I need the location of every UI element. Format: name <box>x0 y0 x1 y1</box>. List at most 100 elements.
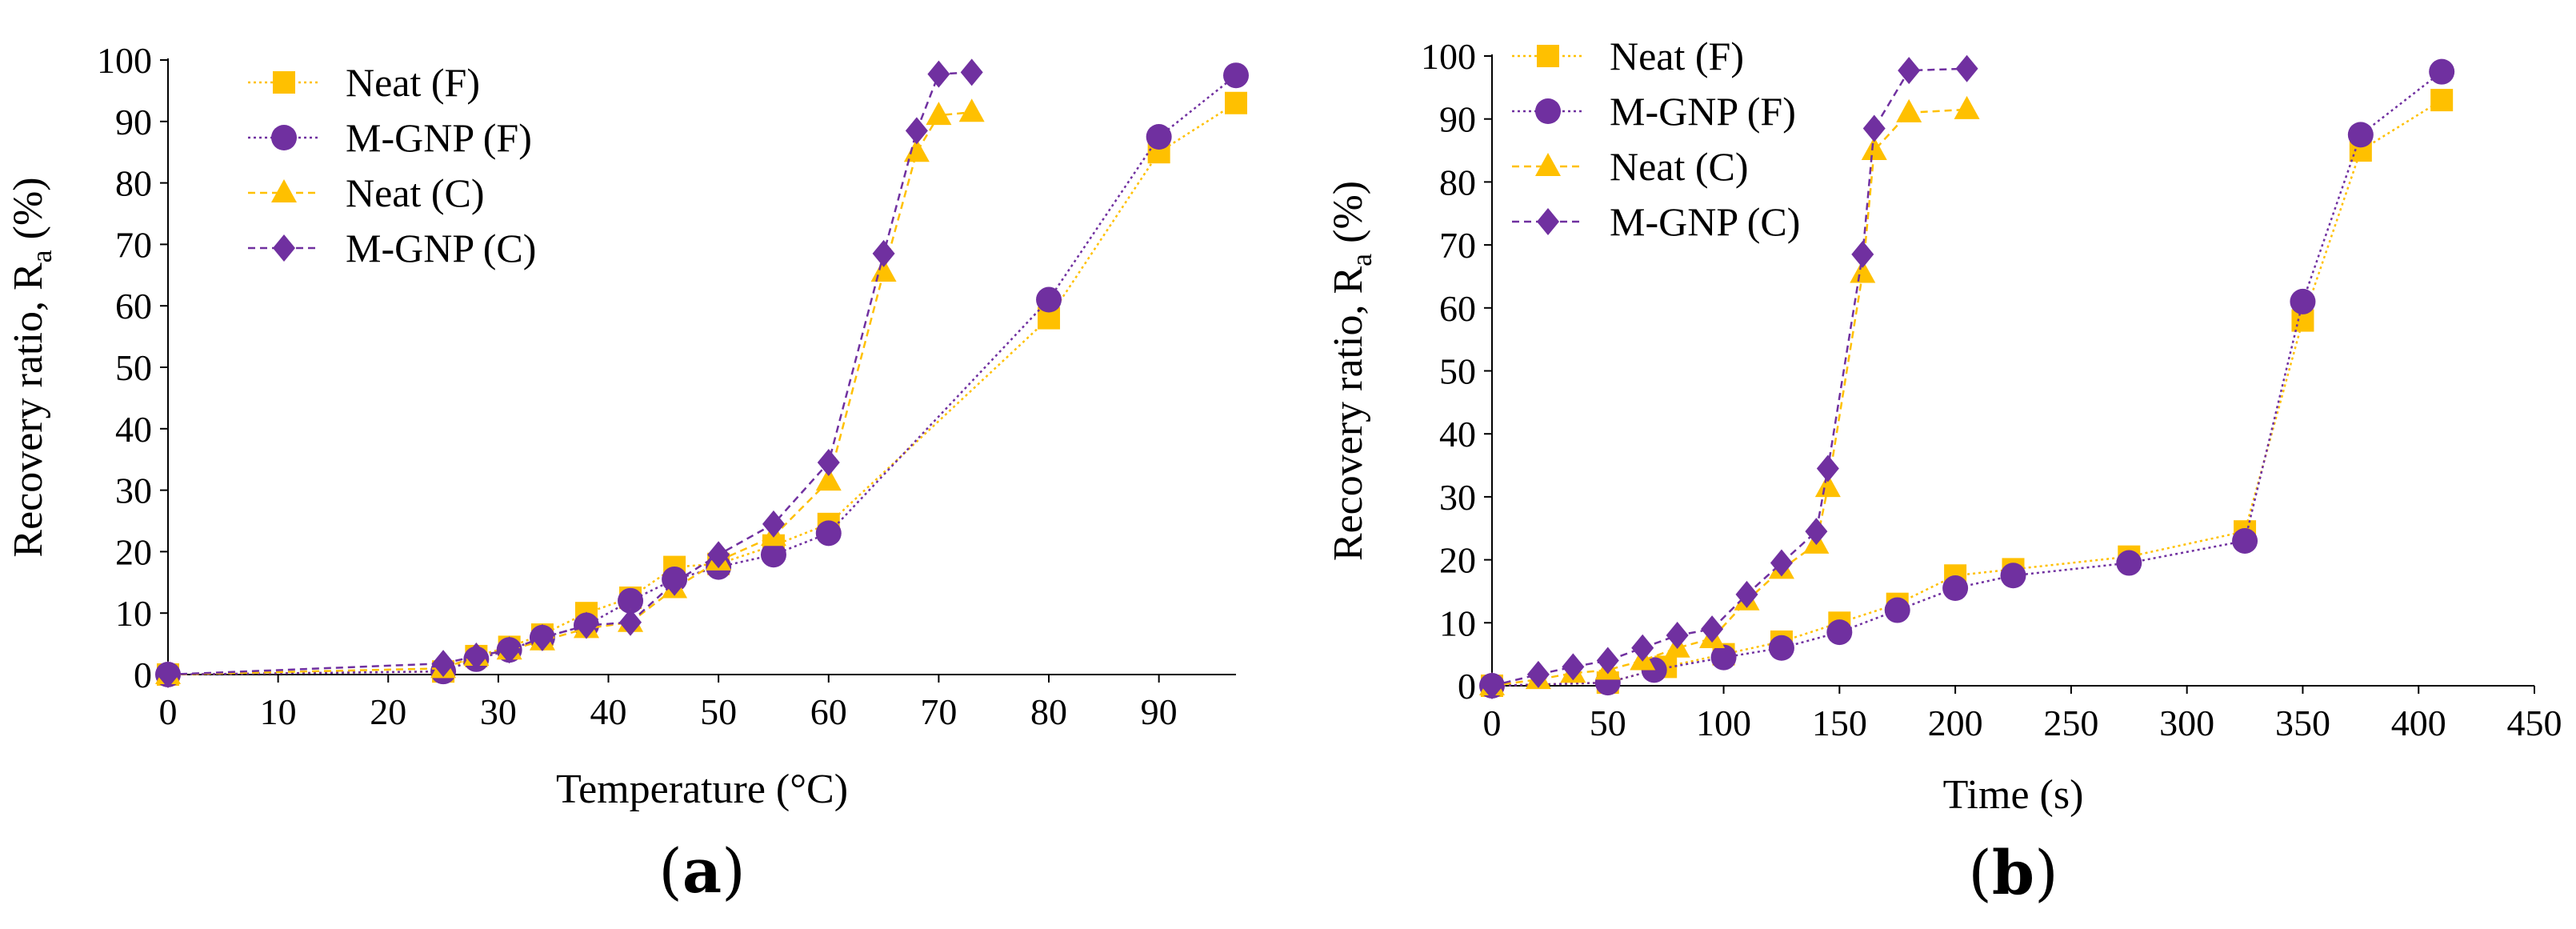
legend-label: M-GNP (F) <box>1610 89 1796 134</box>
data-point <box>1710 644 1737 671</box>
legend-item: M-GNP (C) <box>248 226 536 270</box>
data-point <box>1814 474 1841 498</box>
legend-item: Neat (C) <box>248 170 485 215</box>
series-neat-f <box>157 91 1247 686</box>
data-point <box>618 587 644 614</box>
data-point <box>1481 672 1503 699</box>
y-tick-label: 100 <box>97 40 152 81</box>
data-point <box>905 117 928 145</box>
x-tick-label: 20 <box>370 691 406 732</box>
legend-marker <box>1537 208 1559 235</box>
data-point <box>1805 518 1828 546</box>
y-axis-label: Recovery ratio, Ra (%) <box>1326 181 1378 561</box>
data-point <box>1146 124 1172 150</box>
y-tick-label: 80 <box>115 163 152 204</box>
legend-label: M-GNP (C) <box>1610 199 1800 244</box>
data-point <box>927 60 950 88</box>
legend-label: Neat (C) <box>346 170 485 215</box>
data-point <box>1898 57 1921 85</box>
data-point <box>574 611 598 639</box>
data-point <box>1526 660 1550 688</box>
y-axis-label: Recovery ratio, Ra (%) <box>6 177 58 557</box>
y-tick-label: 80 <box>1439 162 1476 202</box>
x-tick-label: 300 <box>2159 703 2214 743</box>
legend-item: Neat (C) <box>1512 144 1749 189</box>
x-tick-label: 30 <box>480 691 517 732</box>
legend-marker <box>1537 45 1559 67</box>
data-point <box>1884 597 1910 623</box>
x-tick-label: 0 <box>159 691 178 732</box>
data-point <box>1223 62 1249 89</box>
y-tick-label: 0 <box>134 655 152 695</box>
data-point <box>1770 549 1793 577</box>
legend-item: M-GNP (F) <box>248 115 532 160</box>
chart-panel-b: 0 50 100 150 200 250 300 350 400 450 0 10 20 30 40 50 60… <box>1326 34 2562 908</box>
legend-marker <box>1535 153 1561 176</box>
data-point <box>872 239 895 267</box>
legend-item: M-GNP (F) <box>1512 89 1796 134</box>
data-point <box>1942 575 1969 602</box>
legend-marker <box>273 234 295 262</box>
data-point <box>157 661 179 688</box>
data-point <box>760 542 786 568</box>
data-point <box>663 568 686 596</box>
data-point <box>2000 563 2026 589</box>
data-point <box>707 541 730 569</box>
y-tick-label: 40 <box>1439 414 1476 454</box>
data-point <box>1735 580 1758 608</box>
y-tick-label: 90 <box>115 102 152 142</box>
x-tick-label: 450 <box>2507 703 2562 743</box>
legend-label: Neat (F) <box>1610 34 1744 78</box>
y-tick-label: 50 <box>1439 351 1476 392</box>
x-tick-label: 60 <box>810 691 847 732</box>
data-point <box>762 510 785 538</box>
data-point <box>960 58 983 86</box>
series-m-gnp-c <box>1481 54 1978 699</box>
x-tick-label: 50 <box>1590 703 1626 743</box>
x-tick-label: 40 <box>590 691 627 732</box>
series-m-gnp-f <box>1479 58 2455 699</box>
series-line <box>167 71 972 676</box>
legend-label: M-GNP (C) <box>346 226 536 270</box>
data-point <box>1768 635 1794 661</box>
x-tick-label: 100 <box>1696 703 1751 743</box>
x-tick-label: 150 <box>1812 703 1867 743</box>
legend-marker <box>271 125 297 150</box>
y-tick-label: 30 <box>1439 477 1476 518</box>
y-tick-label: 60 <box>1439 288 1476 329</box>
y-tick-label: 20 <box>1439 540 1476 581</box>
data-point <box>817 449 840 477</box>
data-point <box>815 467 842 491</box>
legend-marker <box>1535 98 1561 124</box>
y-tick-label: 20 <box>115 531 152 572</box>
y-tick-label: 10 <box>1439 603 1476 643</box>
data-point <box>1225 91 1247 114</box>
legend-item: Neat (F) <box>1512 34 1744 78</box>
y-tick-label: 10 <box>115 593 152 634</box>
data-point <box>2232 527 2258 554</box>
legend-item: Neat (F) <box>248 60 480 105</box>
data-point <box>1896 98 1922 122</box>
data-point <box>432 650 455 678</box>
legend-item: M-GNP (C) <box>1512 199 1800 244</box>
panel-label: (b) <box>1968 837 2058 908</box>
legend-label: Neat (F) <box>346 60 480 105</box>
legend-label: M-GNP (F) <box>346 115 532 160</box>
y-tick-label: 30 <box>115 471 152 511</box>
data-point <box>1862 114 1886 142</box>
series-m-gnp-f <box>155 62 1249 687</box>
series-m-gnp-c <box>157 58 983 688</box>
x-tick-label: 90 <box>1141 691 1178 732</box>
series-neat-c <box>155 98 985 684</box>
data-point <box>465 642 488 670</box>
series-line <box>167 74 1237 676</box>
x-axis-label: Temperature (°C) <box>556 767 848 812</box>
data-point <box>1850 259 1876 283</box>
data-point <box>1596 647 1619 675</box>
chart-panel-a: 0 10 20 30 40 50 60 70 80 90 0 10 20 30 40 50 60 70 80 90 10… <box>6 40 1249 907</box>
x-tick-label: 200 <box>1928 703 1983 743</box>
x-tick-label: 0 <box>1483 703 1502 743</box>
y-tick-label: 50 <box>115 347 152 388</box>
legend-marker <box>271 179 297 202</box>
